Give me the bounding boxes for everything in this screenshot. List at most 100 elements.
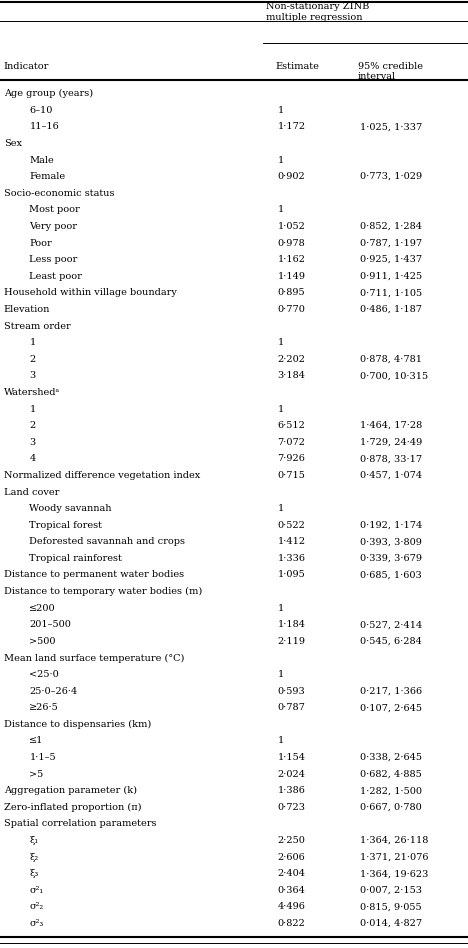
Text: 0·685, 1·603: 0·685, 1·603 [360,571,422,579]
Text: Age group (years): Age group (years) [4,89,93,99]
Text: 1·052: 1·052 [278,222,306,231]
Text: 1·149: 1·149 [278,272,306,281]
Text: 0·878, 4·781: 0·878, 4·781 [360,355,422,364]
Text: 1: 1 [278,405,284,413]
Text: 0·527, 2·414: 0·527, 2·414 [360,620,423,629]
Text: 1: 1 [29,405,36,413]
Text: 0·364: 0·364 [278,885,306,895]
Text: Very poor: Very poor [29,222,78,231]
Text: 1: 1 [29,338,36,347]
Text: 2: 2 [29,355,36,364]
Text: Female: Female [29,173,66,181]
Text: <25·0: <25·0 [29,670,59,679]
Text: Household within village boundary: Household within village boundary [4,288,176,298]
Text: Deforested savannah and crops: Deforested savannah and crops [29,538,185,546]
Text: 2·606: 2·606 [278,852,305,862]
Text: 2·250: 2·250 [278,836,306,845]
Text: 1·162: 1·162 [278,255,306,264]
Text: Distance to temporary water bodies (m): Distance to temporary water bodies (m) [4,587,202,596]
Text: 0·852, 1·284: 0·852, 1·284 [360,222,422,231]
Text: Non-stationary ZINB
multiple regression: Non-stationary ZINB multiple regression [266,2,369,22]
Text: 0·978: 0·978 [278,239,305,247]
Text: 0·522: 0·522 [278,520,306,530]
Text: Tropical forest: Tropical forest [29,520,102,530]
Text: 0·815, 9·055: 0·815, 9·055 [360,902,422,911]
Text: 0·682, 4·885: 0·682, 4·885 [360,770,422,778]
Text: σ²₁: σ²₁ [29,885,44,895]
Text: ξ₃: ξ₃ [29,869,39,878]
Text: >500: >500 [29,637,56,646]
Text: 2·202: 2·202 [278,355,306,364]
Text: 1: 1 [278,155,284,165]
Text: Less poor: Less poor [29,255,78,264]
Text: 0·107, 2·645: 0·107, 2·645 [360,703,422,712]
Text: 1·412: 1·412 [278,538,306,546]
Text: 95% credible
interval: 95% credible interval [358,62,423,81]
Text: 6–10: 6–10 [29,106,53,115]
Text: Mean land surface temperature (°C): Mean land surface temperature (°C) [4,653,184,663]
Text: Stream order: Stream order [4,321,71,331]
Text: 1: 1 [278,106,284,115]
Text: Elevation: Elevation [4,305,50,314]
Text: >5: >5 [29,770,44,778]
Text: 1·364, 19·623: 1·364, 19·623 [360,869,429,878]
Text: 1·184: 1·184 [278,620,306,629]
Text: 1·464, 17·28: 1·464, 17·28 [360,421,423,430]
Text: 1·282, 1·500: 1·282, 1·500 [360,786,422,795]
Text: Socio-economic status: Socio-economic status [4,189,114,198]
Text: 1·172: 1·172 [278,122,306,132]
Text: 0·902: 0·902 [278,173,305,181]
Text: 0·770: 0·770 [278,305,306,314]
Text: 2·119: 2·119 [278,637,306,646]
Text: 0·715: 0·715 [278,471,306,480]
Text: Spatial correlation parameters: Spatial correlation parameters [4,819,156,829]
Text: ≤200: ≤200 [29,604,56,612]
Text: 201–500: 201–500 [29,620,71,629]
Text: Normalized difference vegetation index: Normalized difference vegetation index [4,471,200,480]
Text: 7·072: 7·072 [278,438,306,447]
Text: 0·457, 1·074: 0·457, 1·074 [360,471,423,480]
Text: 1·025, 1·337: 1·025, 1·337 [360,122,423,132]
Text: σ²₂: σ²₂ [29,902,44,911]
Text: 1·364, 26·118: 1·364, 26·118 [360,836,429,845]
Text: 0·192, 1·174: 0·192, 1·174 [360,520,423,530]
Text: 1·729, 24·49: 1·729, 24·49 [360,438,423,447]
Text: 0·007, 2·153: 0·007, 2·153 [360,885,422,895]
Text: 0·723: 0·723 [278,803,306,811]
Text: 0·393, 3·809: 0·393, 3·809 [360,538,422,546]
Text: 0·667, 0·780: 0·667, 0·780 [360,803,422,811]
Text: 0·217, 1·366: 0·217, 1·366 [360,686,423,696]
Text: 1: 1 [278,604,284,612]
Text: 0·700, 10·315: 0·700, 10·315 [360,372,429,380]
Text: Poor: Poor [29,239,52,247]
Text: 1·386: 1·386 [278,786,306,795]
Text: 0·545, 6·284: 0·545, 6·284 [360,637,422,646]
Text: Most poor: Most poor [29,206,80,214]
Text: 0·486, 1·187: 0·486, 1·187 [360,305,422,314]
Text: Zero-inflated proportion (π): Zero-inflated proportion (π) [4,803,141,811]
Text: Estimate: Estimate [275,62,319,70]
Text: 6·512: 6·512 [278,421,306,430]
Text: 2·404: 2·404 [278,869,306,878]
Text: 1·1–5: 1·1–5 [29,753,56,762]
Text: 0·711, 1·105: 0·711, 1·105 [360,288,423,298]
Text: 0·773, 1·029: 0·773, 1·029 [360,173,423,181]
Text: 0·339, 3·679: 0·339, 3·679 [360,554,422,563]
Text: 0·878, 33·17: 0·878, 33·17 [360,454,423,464]
Text: Indicator: Indicator [4,62,49,70]
Text: Land cover: Land cover [4,487,59,497]
Text: 7·926: 7·926 [278,454,306,464]
Text: Watershedᵃ: Watershedᵃ [4,388,60,397]
Text: 1·371, 21·076: 1·371, 21·076 [360,852,429,862]
Text: 1: 1 [278,206,284,214]
Text: Tropical rainforest: Tropical rainforest [29,554,122,563]
Text: 1·336: 1·336 [278,554,306,563]
Text: Aggregation parameter (k): Aggregation parameter (k) [4,786,137,795]
Text: Sex: Sex [4,139,22,148]
Text: 0·593: 0·593 [278,686,305,696]
Text: 0·895: 0·895 [278,288,305,298]
Text: 1: 1 [278,338,284,347]
Text: 0·787: 0·787 [278,703,306,712]
Text: 0·787, 1·197: 0·787, 1·197 [360,239,423,247]
Text: Distance to dispensaries (km): Distance to dispensaries (km) [4,720,151,729]
